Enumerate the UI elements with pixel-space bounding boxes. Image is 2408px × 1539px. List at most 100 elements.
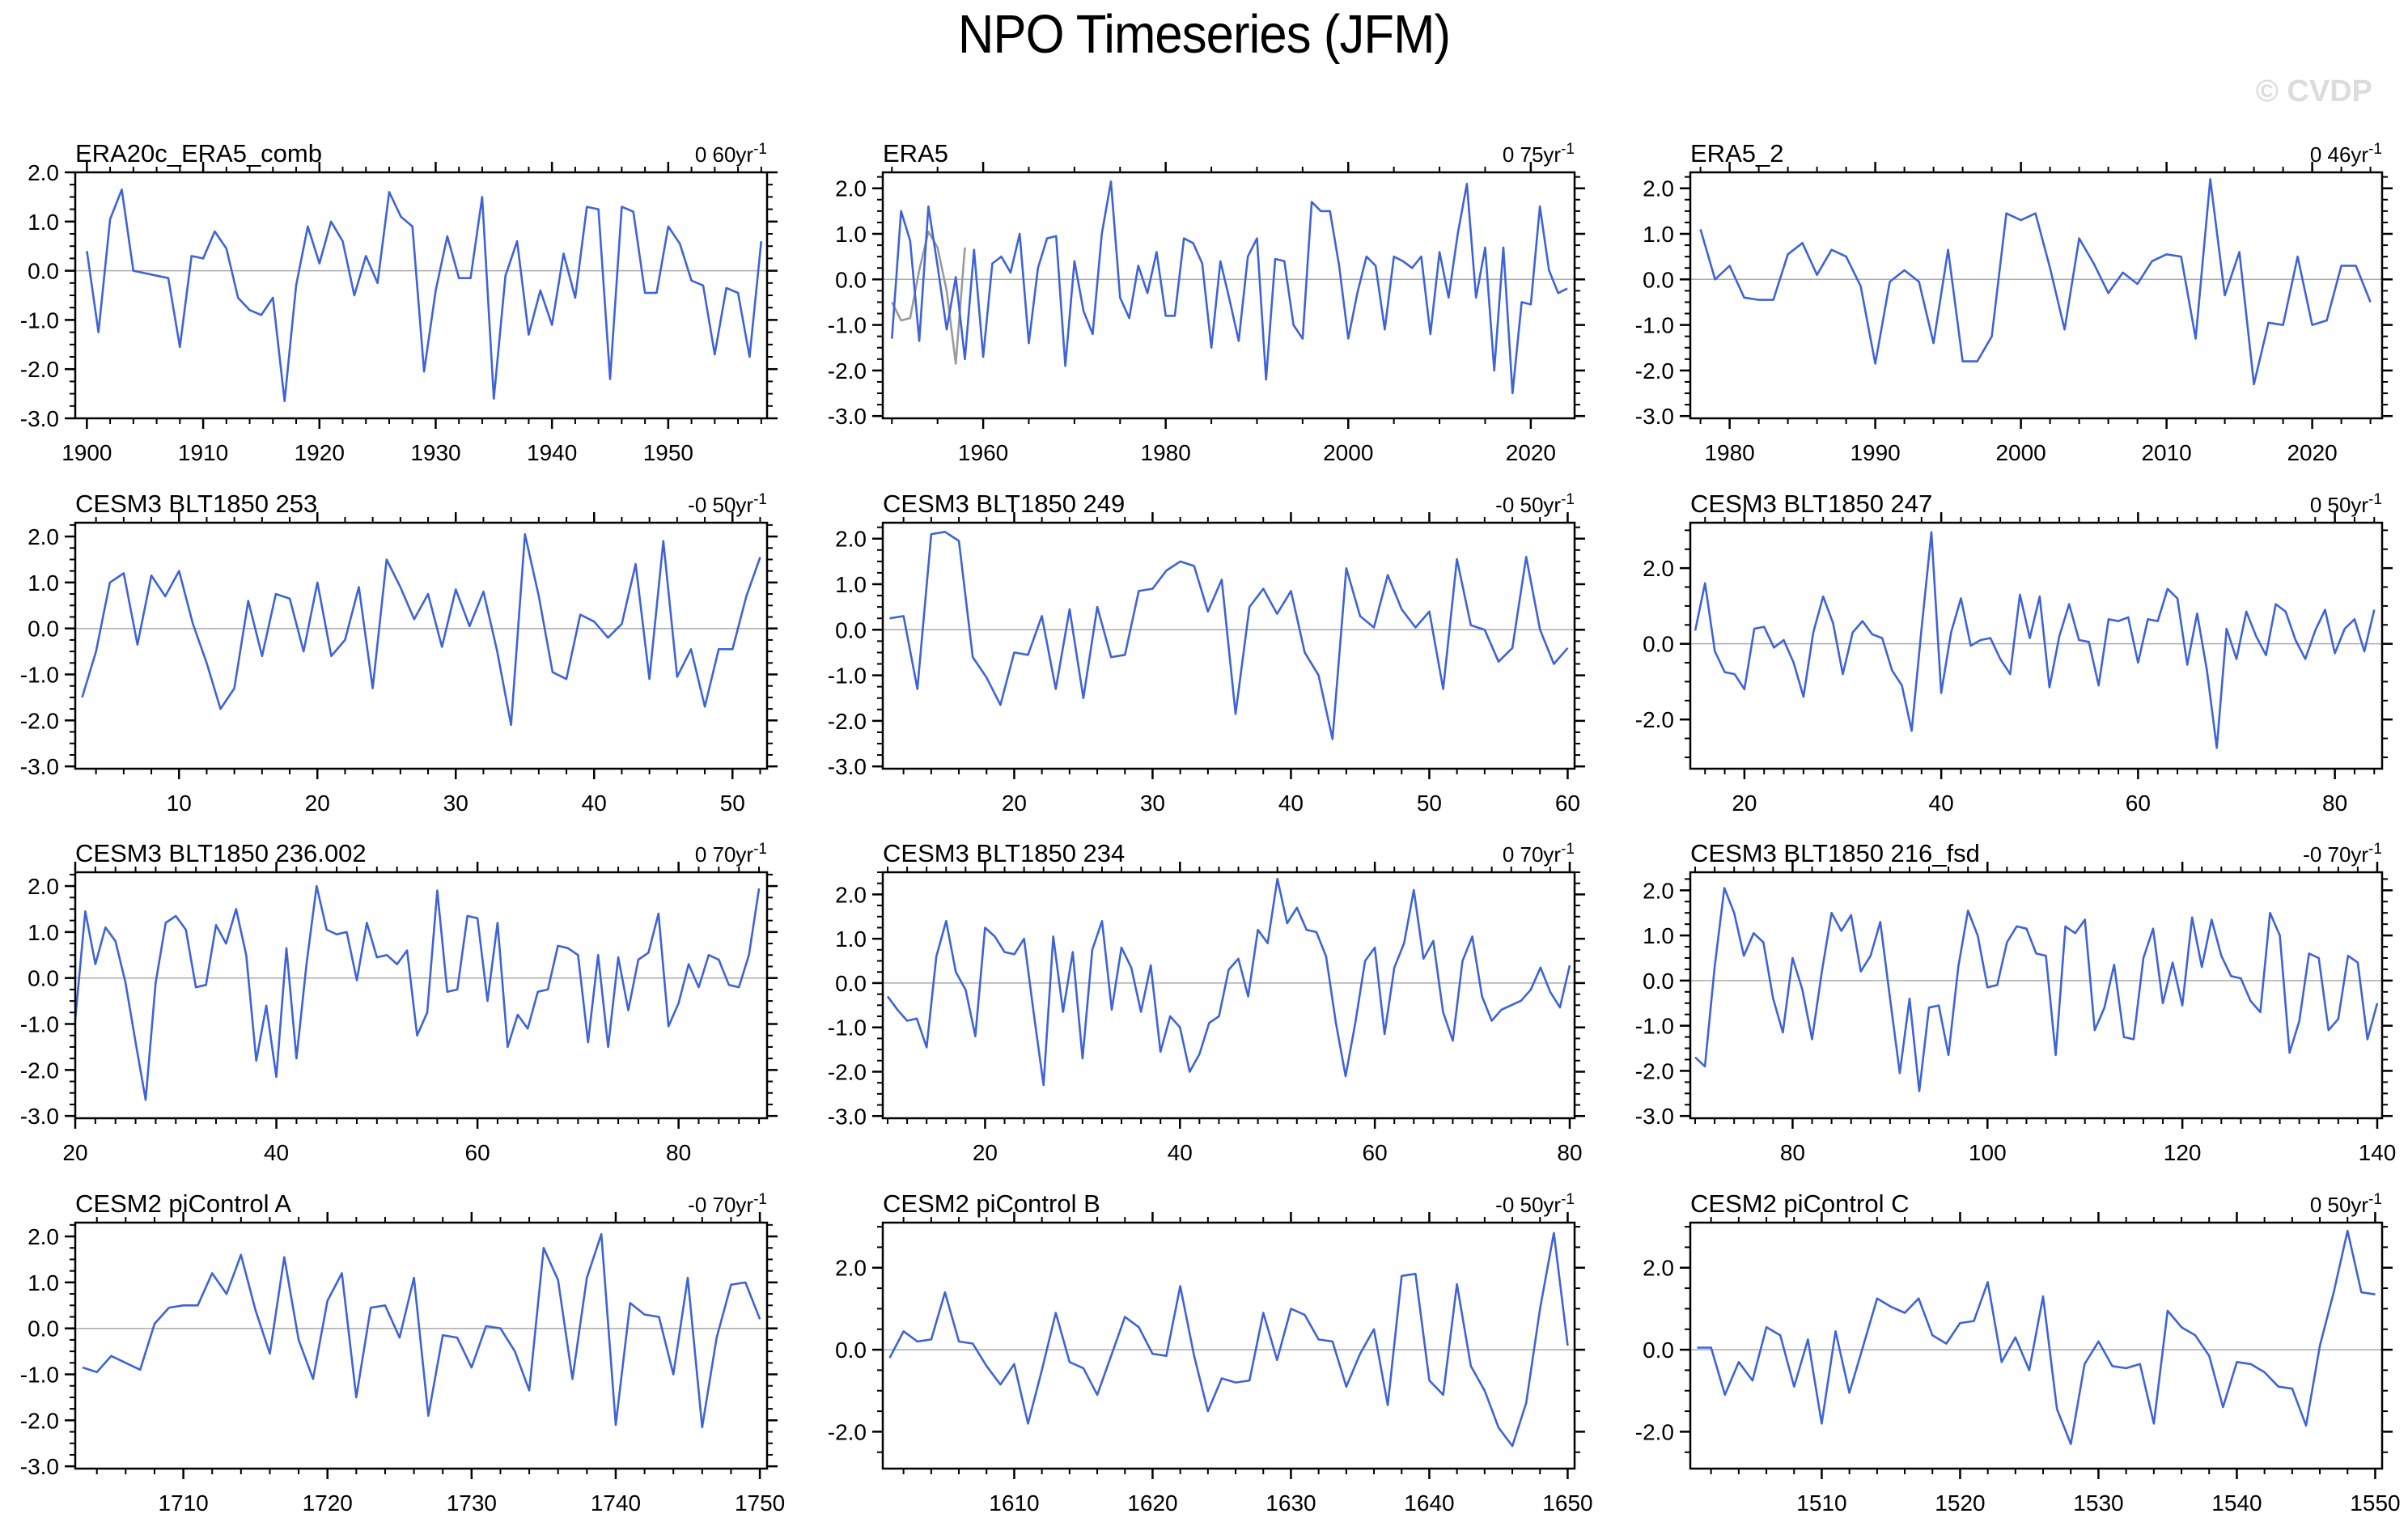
x-tick-label: 1930 <box>410 440 460 465</box>
timeseries-panel: CESM3 BLT1850 253 -0 50yr-1 2.0 1.0 0.0 -1.0 -… <box>20 490 778 816</box>
y-tick-label: 0.0 <box>835 1338 867 1363</box>
trend-annotation: -0 70yr-1 <box>688 1191 767 1217</box>
x-tick-label: 20 <box>1732 791 1757 816</box>
x-tick-label: 2000 <box>1995 440 2046 465</box>
y-tick-label: -1.0 <box>828 1015 867 1041</box>
y-tick-label: 0.0 <box>1643 969 1674 994</box>
x-tick-label: 1620 <box>1127 1490 1177 1516</box>
timeseries-panel: ERA20c_ERA5_comb 0 60yr-1 2.0 1.0 0.0 -1.0 -2.… <box>20 139 778 465</box>
y-tick-label: 0.0 <box>28 1316 59 1342</box>
panel-title: ERA20c_ERA5_comb <box>75 139 322 167</box>
trend-annotation: -0 50yr-1 <box>688 491 767 517</box>
timeseries-line <box>886 877 1571 1087</box>
axis-ticks <box>872 512 1585 779</box>
timeseries-line <box>86 188 763 403</box>
plot-frame <box>881 1221 1576 1470</box>
cvdp-watermark: © CVDP <box>2255 74 2372 108</box>
x-tick-label: 40 <box>1278 791 1304 816</box>
y-tick-label: -2.0 <box>828 1419 867 1444</box>
timeseries-panel: CESM3 BLT1850 234 0 70yr-1 2.0 1.0 0.0 -1.0 -2… <box>828 839 1585 1165</box>
x-tick-label: 1540 <box>2211 1490 2262 1516</box>
x-tick-label: 1920 <box>295 440 345 465</box>
plot-frame <box>1689 1221 2384 1470</box>
x-tick-label: 1940 <box>527 440 577 465</box>
y-tick-label: 2.0 <box>28 524 59 549</box>
trend-annotation: -0 50yr-1 <box>1495 1191 1575 1217</box>
x-tick-label: 60 <box>465 1140 490 1165</box>
x-tick-label: 80 <box>1780 1140 1805 1165</box>
y-tick-label: 2.0 <box>28 1224 59 1249</box>
x-tick-label: 40 <box>264 1140 289 1165</box>
x-tick-label: 20 <box>1002 791 1027 816</box>
x-tick-label: 1980 <box>1141 440 1191 465</box>
y-tick-label: 2.0 <box>835 882 867 907</box>
y-tick-label: -1.0 <box>828 313 867 338</box>
trend-annotation: -0 50yr-1 <box>1495 491 1575 517</box>
y-tick-label: -3.0 <box>828 404 867 429</box>
y-tick-label: 2.0 <box>1643 878 1674 903</box>
y-tick-label: 1.0 <box>28 1270 59 1295</box>
trend-annotation: 0 46yr-1 <box>2310 141 2382 167</box>
y-tick-label: -3.0 <box>20 1104 59 1129</box>
y-tick-label: -2.0 <box>828 358 867 384</box>
x-tick-label: 30 <box>443 791 468 816</box>
timeseries-line <box>1694 887 2379 1092</box>
trend-annotation: -0 70yr-1 <box>2303 841 2382 867</box>
trend-annotation: 0 60yr-1 <box>695 141 767 167</box>
trend-annotation: 0 50yr-1 <box>2310 1191 2382 1217</box>
x-tick-label: 40 <box>582 791 607 816</box>
y-tick-label: -2.0 <box>828 1059 867 1084</box>
y-tick-label: 2.0 <box>835 1256 867 1281</box>
y-tick-label: 1.0 <box>1643 923 1674 948</box>
plot-frame <box>1689 871 2384 1120</box>
y-tick-label: 0.0 <box>835 267 867 292</box>
y-tick-label: -1.0 <box>20 663 59 688</box>
panel-title: CESM3 BLT1850 216_fsd <box>1690 839 1980 867</box>
y-tick-label: -1.0 <box>1635 313 1674 338</box>
axis-ticks <box>65 512 778 779</box>
x-tick-label: 1520 <box>1935 1490 1985 1516</box>
x-tick-label: 60 <box>2126 791 2151 816</box>
axis-ticks <box>65 862 778 1129</box>
y-tick-label: -2.0 <box>20 1058 59 1083</box>
plot-frame <box>74 871 769 1120</box>
y-tick-label: -3.0 <box>20 1454 59 1479</box>
y-tick-label: 0.0 <box>28 617 59 642</box>
axis-ticks <box>872 1212 1585 1479</box>
x-tick-label: 140 <box>2359 1140 2397 1165</box>
x-tick-label: 50 <box>720 791 745 816</box>
x-tick-label: 1910 <box>178 440 228 465</box>
x-tick-label: 60 <box>1555 791 1580 816</box>
secondary-timeseries-line <box>891 230 966 365</box>
axis-ticks <box>1680 1212 2393 1479</box>
x-tick-label: 80 <box>666 1140 691 1165</box>
x-tick-label: 1710 <box>158 1490 208 1516</box>
timeseries-line <box>1697 1229 2376 1445</box>
plot-frame <box>1689 521 2384 770</box>
y-tick-label: 2.0 <box>1643 556 1674 581</box>
y-tick-label: 0.0 <box>835 971 867 996</box>
timeseries-panel: ERA5 0 75yr-1 2.0 1.0 0.0 -1.0 -2.0 -3.0 1960 198… <box>828 139 1585 465</box>
x-tick-label: 1980 <box>1704 440 1754 465</box>
x-tick-label: 120 <box>2164 1140 2202 1165</box>
y-tick-label: -3.0 <box>1635 1104 1674 1129</box>
plot-frame <box>74 521 769 770</box>
x-tick-label: 1750 <box>735 1490 785 1516</box>
x-tick-label: 30 <box>1140 791 1165 816</box>
panel-title: CESM2 piControl B <box>883 1189 1100 1218</box>
x-tick-label: 1630 <box>1265 1490 1316 1516</box>
timeseries-panel: CESM2 piControl B -0 50yr-1 2.0 0.0 -2.0 1610… <box>828 1189 1593 1516</box>
y-tick-label: 1.0 <box>28 920 59 945</box>
y-tick-label: -1.0 <box>20 1363 59 1388</box>
panel-title: CESM3 BLT1850 249 <box>883 490 1125 518</box>
timeseries-line <box>75 884 761 1101</box>
y-tick-label: -3.0 <box>1635 404 1674 429</box>
timeseries-line <box>889 530 1569 740</box>
y-tick-label: -3.0 <box>20 754 59 779</box>
y-tick-label: 0.0 <box>1643 1338 1674 1363</box>
y-tick-label: -1.0 <box>20 1012 59 1037</box>
timeseries-line <box>81 532 761 727</box>
y-tick-label: 2.0 <box>835 527 867 552</box>
x-tick-label: 1950 <box>643 440 693 465</box>
y-tick-label: -2.0 <box>1635 358 1674 384</box>
